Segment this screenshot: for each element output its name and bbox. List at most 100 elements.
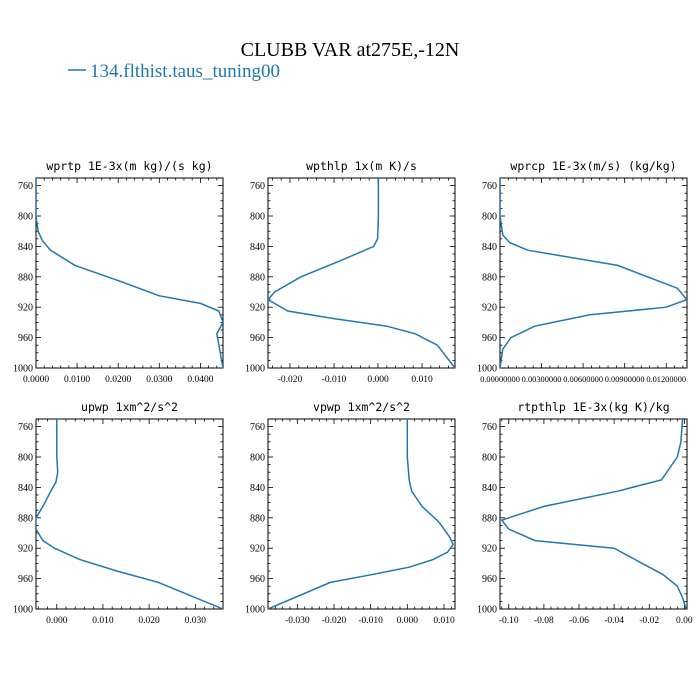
plot-frame	[267, 177, 456, 369]
subplot-5: vpwp 1xm^2/s^2 760 800 840 880 920 960 1000 -0.0…	[245, 400, 456, 626]
x-tick-label: -0.04	[604, 616, 624, 626]
subplot-title: wpthlp 1x(m K)/s	[306, 159, 417, 173]
x-tick-label: -0.030	[285, 616, 310, 626]
y-tick-label: 1000	[13, 364, 33, 375]
subplot-3: wprcp 1E-3x(m/s) (kg/kg) 760 800 840 880 920 9…	[477, 159, 688, 384]
x-tick-label: 0.00	[676, 616, 693, 626]
x-tick-label: 0.0300	[146, 375, 172, 385]
x-tick-label: 0.000	[367, 375, 389, 385]
y-tick-label: 840	[482, 483, 497, 494]
y-tick-label: 960	[250, 333, 265, 344]
y-tick-label: 880	[482, 272, 497, 283]
y-tick-label: 880	[482, 513, 497, 524]
x-tick-label: -0.10	[499, 616, 519, 626]
x-tick-label: 0.00300000	[522, 375, 562, 384]
legend: 134.flthist.taus_tuning00	[68, 61, 280, 82]
subplot-title: upwp 1xm^2/s^2	[81, 400, 178, 414]
x-tick-label: -0.010	[358, 616, 383, 626]
subplot-2: wpthlp 1x(m K)/s 760 800 840 880 920 960 1000 -0…	[245, 159, 456, 385]
x-tick-label: 0.00900000	[605, 375, 645, 384]
x-tick-label: -0.08	[534, 616, 554, 626]
y-tick-label: 920	[250, 544, 265, 555]
y-tick-label: 840	[250, 242, 265, 253]
x-tick-label: 0.030	[185, 616, 207, 626]
x-tick-label: 0.0200	[105, 375, 131, 385]
y-tick-label: 920	[482, 303, 497, 314]
series-line	[36, 178, 223, 368]
series-line	[268, 178, 455, 368]
y-tick-label: 880	[18, 272, 33, 283]
figure-title: CLUBB VAR at275E,-12N	[241, 39, 460, 61]
y-tick-label: 960	[18, 333, 33, 344]
series-line	[500, 419, 687, 609]
series-line	[500, 178, 687, 368]
x-tick-label: -0.020	[278, 375, 303, 385]
x-tick-label: 0.010	[92, 616, 114, 626]
x-tick-label: -0.06	[569, 616, 589, 626]
y-tick-label: 1000	[245, 364, 265, 375]
y-tick-label: 840	[18, 483, 33, 494]
x-tick-label: -0.020	[322, 616, 347, 626]
x-tick-label: 0.000	[46, 616, 68, 626]
y-tick-label: 800	[482, 212, 497, 223]
y-tick-label: 880	[250, 272, 265, 283]
subplot-title: rtpthlp 1E-3x(kg K)/kg	[517, 400, 669, 414]
subplot-title: vpwp 1xm^2/s^2	[313, 400, 410, 414]
y-tick-label: 1000	[13, 605, 33, 616]
x-tick-label: 0.0400	[187, 375, 213, 385]
y-tick-label: 760	[482, 422, 497, 433]
y-tick-label: 760	[250, 181, 265, 192]
subplot-4: upwp 1xm^2/s^2 760 800 840 880 920 960 1000 0.00…	[13, 400, 224, 626]
subplot-title: wprtp 1E-3x(m kg)/(s kg)	[46, 159, 212, 173]
y-tick-label: 920	[18, 544, 33, 555]
y-tick-label: 760	[482, 181, 497, 192]
y-tick-label: 840	[18, 242, 33, 253]
y-tick-label: 1000	[245, 605, 265, 616]
series-line	[36, 419, 223, 609]
x-tick-label: 0.010	[411, 375, 433, 385]
x-tick-label: 0.01200000	[646, 375, 686, 384]
y-tick-label: 920	[250, 303, 265, 314]
y-tick-label: 960	[250, 574, 265, 585]
y-tick-label: 920	[482, 544, 497, 555]
plot-frame	[35, 418, 224, 610]
y-tick-label: 1000	[477, 605, 497, 616]
legend-entry: 134.flthist.taus_tuning00	[90, 61, 280, 82]
x-tick-label: 0.020	[138, 616, 160, 626]
y-tick-label: 1000	[477, 364, 497, 375]
y-tick-label: 800	[250, 212, 265, 223]
y-tick-label: 960	[482, 333, 497, 344]
y-tick-label: 760	[18, 422, 33, 433]
subplot-1: wprtp 1E-3x(m kg)/(s kg) 760 800 840 880 920 9…	[13, 159, 224, 385]
x-tick-label: 0.010	[433, 616, 455, 626]
x-tick-label: 0.000	[397, 616, 419, 626]
y-tick-label: 960	[482, 574, 497, 585]
x-tick-label: 0.00000000	[480, 375, 520, 384]
y-tick-label: 880	[250, 513, 265, 524]
y-tick-label: 760	[18, 181, 33, 192]
y-tick-label: 920	[18, 303, 33, 314]
y-tick-label: 760	[250, 422, 265, 433]
plot-frame	[499, 418, 688, 610]
subplot-title: wprcp 1E-3x(m/s) (kg/kg)	[510, 159, 676, 173]
plot-frame	[499, 177, 688, 369]
y-tick-label: 800	[18, 212, 33, 223]
x-tick-label: 0.00600000	[563, 375, 603, 384]
x-tick-label: -0.010	[322, 375, 347, 385]
y-tick-label: 840	[482, 242, 497, 253]
y-tick-label: 960	[18, 574, 33, 585]
y-tick-label: 800	[18, 453, 33, 464]
y-tick-label: 880	[18, 513, 33, 524]
y-tick-label: 800	[250, 453, 265, 464]
x-tick-label: -0.02	[639, 616, 659, 626]
subplot-grid: wprtp 1E-3x(m kg)/(s kg) 760 800 840 880 920 9…	[13, 159, 693, 626]
y-tick-label: 800	[482, 453, 497, 464]
x-tick-label: 0.0100	[64, 375, 90, 385]
series-line	[268, 419, 455, 609]
y-tick-label: 840	[250, 483, 265, 494]
plot-frame	[267, 418, 456, 610]
plot-frame	[35, 177, 224, 369]
subplot-6: rtpthlp 1E-3x(kg K)/kg 760 800 840 880 920 960…	[477, 400, 693, 626]
x-tick-label: 0.0000	[23, 375, 49, 385]
